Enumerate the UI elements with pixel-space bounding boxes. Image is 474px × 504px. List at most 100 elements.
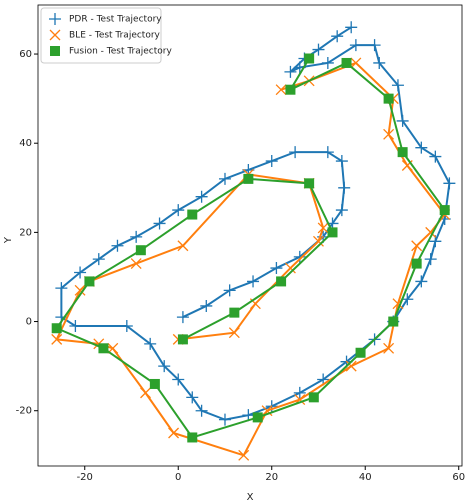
plot-frame xyxy=(37,4,463,467)
marker xyxy=(229,307,240,318)
marker xyxy=(391,79,404,92)
y-tick-label: -20 xyxy=(16,406,32,417)
marker xyxy=(424,253,437,266)
marker xyxy=(158,360,171,373)
marker xyxy=(335,204,348,217)
marker xyxy=(368,39,381,52)
series xyxy=(51,53,450,443)
y-tick-label: 20 xyxy=(19,227,32,238)
marker xyxy=(317,222,329,234)
marker xyxy=(388,316,399,327)
marker xyxy=(92,253,105,266)
marker xyxy=(172,204,185,217)
marker xyxy=(84,276,95,287)
marker xyxy=(261,405,273,417)
marker xyxy=(293,386,306,399)
marker xyxy=(285,84,296,95)
marker xyxy=(355,347,366,358)
y-tick-label: 0 xyxy=(26,317,32,328)
marker xyxy=(49,29,61,41)
marker xyxy=(120,320,133,333)
marker xyxy=(270,262,283,275)
legend-label: BLE - Test Trajectory xyxy=(69,31,161,41)
marker xyxy=(411,258,422,269)
x-tick-label: 0 xyxy=(175,472,181,483)
series-line xyxy=(60,26,451,421)
marker xyxy=(168,427,180,439)
marker xyxy=(51,333,63,345)
marker xyxy=(228,327,240,339)
marker xyxy=(396,114,409,127)
marker xyxy=(218,413,231,426)
marker xyxy=(350,57,362,69)
marker xyxy=(187,432,198,443)
marker xyxy=(74,266,87,279)
marker xyxy=(69,320,82,333)
marker xyxy=(345,21,358,34)
marker xyxy=(429,150,442,163)
marker xyxy=(187,209,198,220)
marker xyxy=(439,205,450,216)
marker xyxy=(252,412,263,423)
marker xyxy=(242,409,255,422)
marker xyxy=(345,360,357,372)
marker xyxy=(304,53,315,64)
marker xyxy=(153,217,166,230)
marker xyxy=(265,155,278,168)
legend-label: PDR - Test Trajectory xyxy=(69,15,162,25)
marker xyxy=(98,343,109,354)
marker xyxy=(238,449,250,461)
x-tick-label: 20 xyxy=(265,472,278,483)
y-axis-label: Y xyxy=(3,236,14,244)
marker xyxy=(289,146,302,159)
marker xyxy=(200,299,213,312)
marker xyxy=(373,56,386,69)
marker xyxy=(55,282,68,295)
marker xyxy=(415,141,428,154)
marker xyxy=(111,239,124,252)
marker xyxy=(51,323,62,334)
marker xyxy=(383,93,394,104)
marker xyxy=(177,334,188,345)
marker xyxy=(397,147,408,158)
marker xyxy=(186,391,199,404)
marker xyxy=(195,404,208,417)
marker xyxy=(415,275,428,288)
x-tick-label: 60 xyxy=(452,472,465,483)
marker xyxy=(443,177,456,190)
marker xyxy=(338,181,351,194)
marker xyxy=(321,56,334,69)
marker xyxy=(149,378,160,389)
marker xyxy=(49,13,61,25)
marker xyxy=(321,146,334,159)
marker xyxy=(335,155,348,168)
marker xyxy=(144,337,157,350)
marker xyxy=(313,235,324,247)
marker xyxy=(275,84,287,96)
legend-box xyxy=(40,7,162,64)
marker xyxy=(140,387,151,399)
marker xyxy=(172,373,185,386)
marker xyxy=(304,178,315,189)
x-axis-label: X xyxy=(247,492,254,503)
marker xyxy=(293,250,306,263)
marker xyxy=(331,30,344,43)
marker xyxy=(74,284,86,296)
legend-label: Fusion - Test Trajectory xyxy=(69,47,172,57)
marker xyxy=(383,342,395,354)
x-tick-label: 40 xyxy=(359,472,372,483)
marker xyxy=(195,190,208,203)
marker xyxy=(243,173,254,184)
marker xyxy=(341,57,352,68)
marker xyxy=(312,43,325,56)
marker xyxy=(130,230,143,243)
x-tick-label: -20 xyxy=(77,472,93,483)
marker xyxy=(130,258,142,270)
marker xyxy=(327,227,338,238)
marker xyxy=(349,39,362,52)
marker xyxy=(177,240,189,252)
y-tick-label: 60 xyxy=(19,49,32,60)
marker xyxy=(383,128,395,140)
marker xyxy=(176,311,189,324)
